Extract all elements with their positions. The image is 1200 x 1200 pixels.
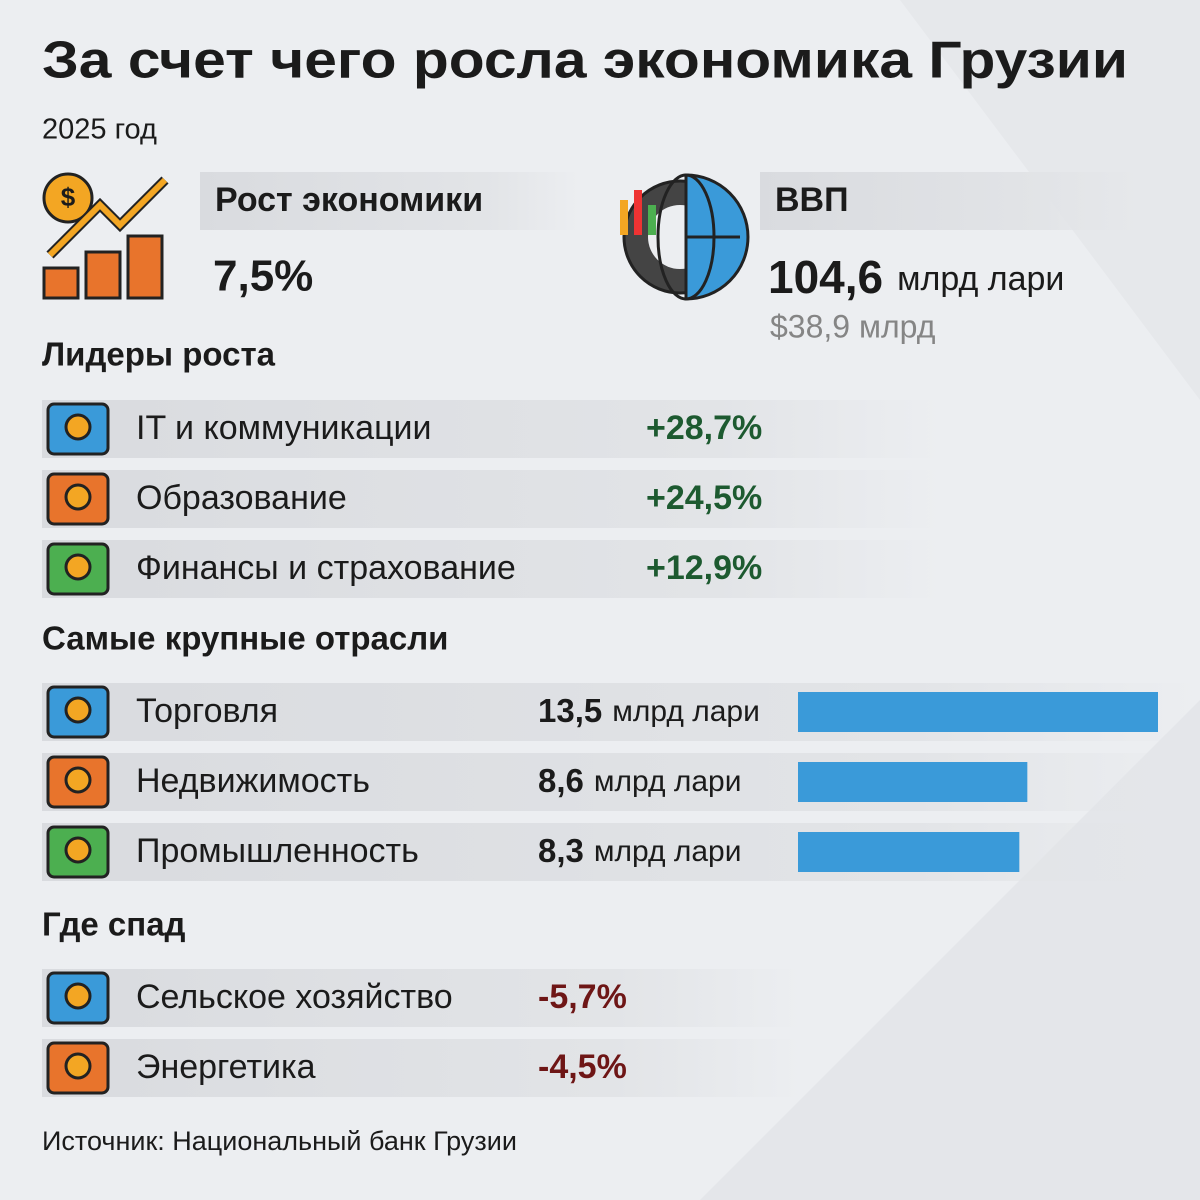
- unit: млрд лари: [594, 765, 742, 798]
- gdp-unit: млрд лари: [897, 260, 1064, 298]
- gdp-icon: [620, 173, 750, 301]
- row-band: [42, 540, 942, 598]
- row-icon: [64, 483, 92, 511]
- gdp-usd: $38,9 млрд: [770, 308, 936, 344]
- sector-value: 13,5 млрд лари: [538, 692, 760, 729]
- value-label: 8,6: [538, 762, 584, 799]
- row-icon: [64, 982, 92, 1010]
- row-band: [42, 400, 942, 458]
- row-icon: [64, 553, 92, 581]
- section-title: Лидеры роста: [42, 336, 276, 373]
- row-icon: [64, 766, 92, 794]
- gdp-label: ВВП: [775, 181, 849, 219]
- value-label: 8,3: [538, 832, 584, 869]
- row-name: Финансы и страхование: [136, 549, 516, 587]
- section-title: Где спад: [42, 906, 186, 943]
- gdp-line: 104,6 млрд лари: [768, 251, 1064, 303]
- row-name: Недвижимость: [136, 762, 370, 800]
- sector-value: 8,6 млрд лари: [538, 762, 741, 799]
- unit: млрд лари: [594, 835, 742, 868]
- row-value: -5,7%: [538, 978, 627, 1016]
- value-label: 13,5: [538, 692, 602, 729]
- row-name: Энергетика: [136, 1048, 316, 1086]
- bar: [798, 832, 1020, 872]
- row-name: Торговля: [136, 692, 278, 730]
- subtitle: 2025 год: [42, 114, 157, 146]
- row-name: Образование: [136, 479, 347, 517]
- row-band: [42, 969, 802, 1027]
- row-name: Сельское хозяйство: [136, 978, 453, 1016]
- title: За счет чего росла экономика Грузии: [42, 32, 1128, 90]
- row-value: +12,9%: [646, 549, 762, 587]
- gdp-value: 104,6: [768, 251, 883, 303]
- row-icon: [64, 413, 92, 441]
- unit: млрд лари: [612, 695, 760, 728]
- row-value: -4,5%: [538, 1048, 627, 1086]
- growth-label: Рост экономики: [215, 181, 483, 219]
- section-title: Самые крупные отрасли: [42, 620, 448, 657]
- row-name: Промышленность: [136, 832, 419, 870]
- row-icon: [64, 1052, 92, 1080]
- row-band: [42, 1039, 802, 1097]
- row-icon: [64, 696, 92, 724]
- svg-text:$: $: [61, 182, 76, 212]
- growth-value: 7,5%: [213, 252, 313, 301]
- sector-value: 8,3 млрд лари: [538, 832, 741, 869]
- bar: [798, 762, 1028, 802]
- bar: [798, 692, 1158, 732]
- row-name: IT и коммуникации: [136, 409, 432, 447]
- growth-icon: $: [42, 172, 169, 300]
- label-band: [760, 172, 1140, 230]
- label-band: [200, 172, 580, 230]
- row-band: [42, 470, 942, 528]
- source: Источник: Национальный банк Грузии: [42, 1126, 517, 1156]
- row-value: +28,7%: [646, 409, 762, 447]
- row-value: +24,5%: [646, 479, 762, 517]
- row-icon: [64, 836, 92, 864]
